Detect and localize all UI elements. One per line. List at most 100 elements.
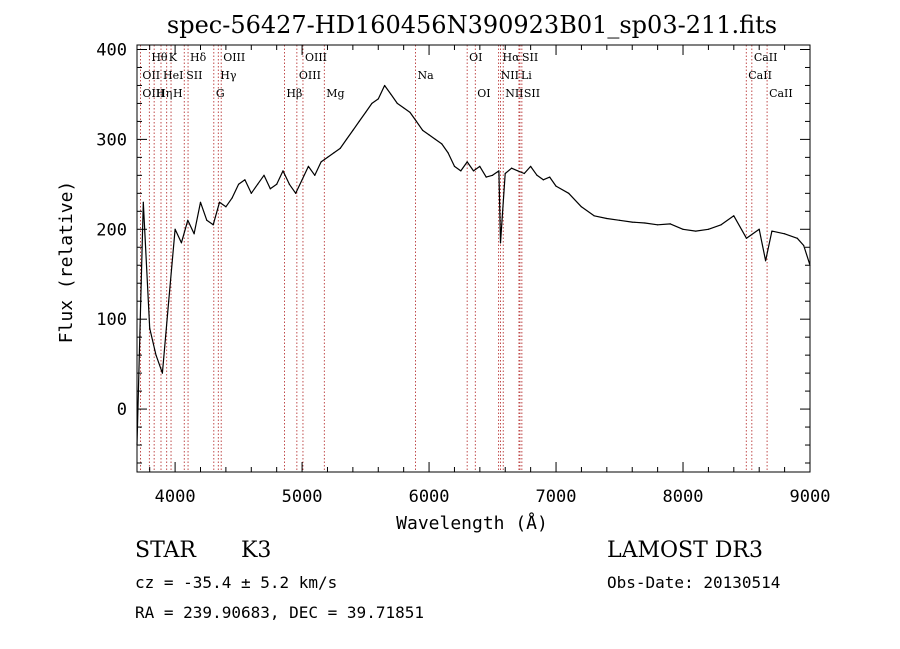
spectrum-point	[657, 224, 659, 226]
line-label-top: OIII	[223, 51, 245, 64]
coordinates-readout: RA = 239.90683, DEC = 39.71851	[135, 603, 424, 622]
spectrum-point	[161, 372, 163, 374]
spectrum-point	[326, 156, 329, 158]
y-tick-label: 200	[96, 220, 127, 240]
object-subclass: K3	[241, 538, 272, 563]
spectrum-point	[377, 98, 379, 100]
spectrum-point	[707, 228, 710, 230]
spectrum-point	[771, 230, 773, 232]
line-label-bottom: G	[216, 87, 225, 100]
spectrum-point	[580, 206, 583, 208]
spectrum-point	[453, 165, 456, 167]
spectrum-point	[155, 354, 157, 356]
y-tick-label: 0	[117, 400, 127, 420]
survey-name: LAMOST DR3	[607, 538, 763, 563]
spectrum-point	[358, 120, 360, 123]
spectrum-point	[384, 84, 386, 87]
spectrum-point	[498, 170, 500, 172]
y-tick-label: 100	[96, 310, 127, 330]
spectrum-point	[466, 161, 468, 163]
spectrum-point	[720, 224, 722, 226]
x-axis: 4000 5000 6000 7000 8000 9000	[149, 45, 831, 507]
x-tick-label: 6000	[409, 487, 450, 507]
y-axis-label: Flux (relative)	[56, 181, 77, 344]
plot-frame	[136, 44, 811, 473]
spectrum-point	[314, 174, 316, 176]
object-class: STAR	[135, 538, 196, 563]
spectrum-point	[568, 192, 570, 194]
line-label-middle: Hγ	[220, 69, 237, 82]
line-label-bottom: Hβ	[286, 87, 302, 100]
spectrum-point	[536, 174, 538, 176]
spectrum-point	[422, 129, 424, 131]
spectrum-point	[269, 188, 271, 190]
x-tick-label: 5000	[282, 487, 323, 507]
spectrum-point	[745, 237, 748, 239]
spectrum-point	[333, 152, 335, 154]
spectrum-point	[618, 219, 621, 221]
x-tick-label: 8000	[663, 487, 704, 507]
line-label-top: Hθ	[151, 51, 168, 64]
spectrum-point	[371, 102, 373, 105]
spectrum-point	[352, 129, 354, 131]
spectrum-point	[485, 176, 487, 178]
spectrum-point	[193, 233, 195, 235]
line-label-bottom: SII	[524, 87, 540, 100]
line-label-middle: OIII	[299, 69, 321, 82]
spectrum-point	[409, 111, 411, 114]
spectrum-point	[403, 107, 405, 109]
spectrum-point	[295, 192, 297, 194]
spectrum-point	[499, 242, 502, 244]
spectrum-point	[428, 134, 430, 136]
x-tick-label: 9000	[790, 487, 831, 507]
spectrum-point	[396, 102, 398, 105]
y-tick-label: 400	[96, 40, 127, 60]
spectrum-point	[530, 165, 532, 167]
spectrum-point	[225, 206, 227, 208]
spectrum-point	[231, 197, 233, 199]
spectrum-point	[523, 172, 525, 175]
spectrum-point	[364, 111, 367, 114]
spectrum-point	[320, 161, 322, 163]
spectral-line-markers	[140, 45, 768, 472]
line-label-bottom: CaII	[769, 87, 793, 100]
spectrum-point	[142, 201, 144, 203]
spectrum-point	[149, 327, 151, 329]
line-label-middle: OII	[142, 69, 160, 82]
line-label-middle: CaII	[748, 69, 772, 82]
spectrum-point	[180, 242, 183, 244]
spectrum-point	[555, 185, 557, 187]
spectrum-point	[174, 228, 176, 230]
spectrum-point	[606, 217, 608, 220]
spectrum-point	[168, 300, 170, 302]
line-label-top: OI	[469, 51, 482, 64]
spectrum-point	[669, 223, 671, 225]
spectrum-point	[644, 222, 646, 224]
line-label-bottom: H	[173, 87, 183, 100]
spectrum-point	[345, 138, 348, 140]
spectrum-point	[199, 201, 202, 203]
spectrum-point	[784, 233, 786, 235]
spectrum-point	[447, 152, 449, 154]
spectrum-point	[257, 183, 259, 185]
line-label-bottom: Mg	[326, 87, 344, 100]
cz-readout: cz = -35.4 ± 5.2 km/s	[135, 573, 338, 592]
spectrum-point	[263, 174, 265, 176]
line-label-middle: NII	[501, 69, 519, 82]
y-tick-label: 300	[96, 130, 127, 150]
spectrum-point	[187, 219, 189, 221]
line-label-top: OIII	[305, 51, 327, 64]
spectrum-point	[434, 138, 437, 140]
line-label-bottom: Hη	[156, 87, 172, 100]
line-label-bottom: OIII	[142, 87, 164, 100]
spectrum-point	[695, 230, 697, 232]
spectrum-point	[206, 219, 208, 221]
spectrum-point	[441, 143, 443, 145]
spectrum-point	[504, 172, 506, 175]
line-label-middle: Na	[417, 69, 434, 82]
chart-title: spec-56427-HD160456N390923B01_sp03-211.f…	[167, 11, 777, 39]
spectrum-point	[758, 228, 760, 230]
line-label-bottom: NII	[505, 87, 523, 100]
x-axis-label: Wavelength (Å)	[396, 512, 548, 534]
